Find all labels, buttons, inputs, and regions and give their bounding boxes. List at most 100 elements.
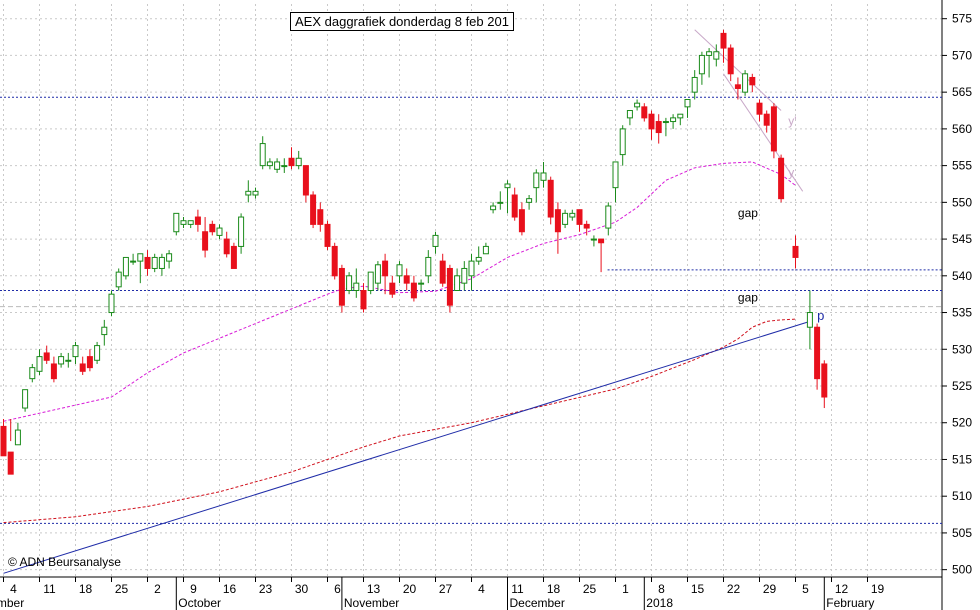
candle-body bbox=[403, 275, 410, 284]
x-tick-label: 22 bbox=[727, 582, 741, 596]
candle-body bbox=[360, 290, 367, 310]
y-tick-label: 530 bbox=[952, 342, 972, 356]
candle-body bbox=[238, 216, 245, 247]
candle-body bbox=[252, 190, 259, 196]
x-tick-label: 4 bbox=[10, 582, 17, 596]
candle-body bbox=[554, 209, 561, 233]
x-tick-label: 25 bbox=[583, 582, 597, 596]
candle-body bbox=[706, 51, 713, 56]
candle-body bbox=[310, 194, 317, 225]
candle-body bbox=[223, 238, 230, 255]
candle-body bbox=[353, 282, 360, 291]
candle-body bbox=[382, 260, 389, 277]
candle-body bbox=[130, 260, 137, 263]
month-label: December bbox=[510, 596, 565, 610]
candle-body bbox=[187, 220, 194, 225]
ma-long-line bbox=[3, 318, 796, 524]
x-tick-label: 2 bbox=[154, 582, 161, 596]
candle-body bbox=[490, 205, 497, 211]
candle-body bbox=[410, 282, 417, 299]
candle-body bbox=[727, 47, 734, 75]
candle-body bbox=[814, 326, 821, 380]
x-tick-label: 12 bbox=[835, 582, 849, 596]
candle-body bbox=[281, 165, 288, 168]
candle-body bbox=[115, 271, 122, 288]
month-label: November bbox=[344, 596, 399, 610]
candle-body bbox=[36, 356, 43, 372]
y-tick-label: 575 bbox=[952, 12, 972, 26]
month-label: 2018 bbox=[646, 596, 673, 610]
candle-body bbox=[144, 256, 151, 269]
candle-body bbox=[317, 209, 324, 225]
y-tick-label: 505 bbox=[952, 526, 972, 540]
candle-body bbox=[684, 99, 691, 108]
candle-body bbox=[698, 54, 705, 75]
candle-body bbox=[94, 345, 101, 361]
candle-body bbox=[425, 256, 432, 277]
candle-body bbox=[677, 113, 684, 119]
candle-body bbox=[58, 356, 65, 365]
candle-body bbox=[806, 312, 813, 328]
y-tick-label: 540 bbox=[952, 269, 972, 283]
candle-body bbox=[22, 389, 29, 409]
candle-body bbox=[194, 216, 201, 225]
candle-body bbox=[65, 359, 72, 362]
annotation-p: p bbox=[817, 308, 824, 323]
candle-body bbox=[50, 363, 57, 380]
chart-title: AEX daggrafiek donderdag 8 feb 201 bbox=[290, 12, 514, 31]
candle-body bbox=[180, 220, 187, 225]
candle-body bbox=[29, 367, 36, 380]
candle-body bbox=[295, 157, 302, 167]
upper-channel-line bbox=[694, 29, 782, 111]
x-tick-label: 1 bbox=[622, 582, 629, 596]
candle-body bbox=[446, 267, 453, 306]
x-tick-label: 27 bbox=[439, 582, 453, 596]
candle-body bbox=[468, 260, 475, 277]
candle-body bbox=[547, 179, 554, 218]
ma-short-line bbox=[3, 161, 796, 422]
candle-body bbox=[43, 352, 50, 361]
y-tick-label: 520 bbox=[952, 416, 972, 430]
candle-body bbox=[14, 429, 21, 446]
candle-body bbox=[605, 205, 612, 229]
y-tick-label: 560 bbox=[952, 122, 972, 136]
candle-body bbox=[756, 102, 763, 115]
candle-body bbox=[266, 161, 273, 167]
x-tick-label: 20 bbox=[403, 582, 417, 596]
candle-body bbox=[230, 245, 237, 269]
candle-body bbox=[475, 256, 482, 262]
annotation-y-prime: y' bbox=[788, 114, 796, 128]
candle-body bbox=[626, 110, 633, 119]
candle-body bbox=[612, 161, 619, 189]
candle-body bbox=[274, 161, 281, 170]
month-label: February bbox=[826, 596, 874, 610]
candle-body bbox=[259, 143, 266, 167]
candle-body bbox=[526, 198, 533, 203]
x-tick-label: 19 bbox=[871, 582, 885, 596]
candle-body bbox=[821, 363, 828, 398]
candle-body bbox=[389, 282, 396, 295]
candle-body bbox=[331, 245, 338, 277]
candle-body bbox=[151, 256, 158, 269]
candle-body bbox=[720, 32, 727, 49]
candle-body bbox=[691, 76, 698, 93]
candle-body bbox=[770, 106, 777, 152]
y-tick-label: 555 bbox=[952, 159, 972, 173]
candle-body bbox=[540, 172, 547, 181]
candle-body bbox=[79, 363, 86, 372]
candle-body bbox=[396, 264, 403, 277]
candle-body bbox=[511, 194, 518, 218]
candle-body bbox=[518, 209, 525, 233]
candle-body bbox=[576, 209, 583, 225]
candle-body bbox=[497, 201, 504, 204]
y-tick-label: 500 bbox=[952, 563, 972, 577]
y-tick-label: 515 bbox=[952, 452, 972, 466]
candle-body bbox=[792, 245, 799, 258]
candle-body bbox=[202, 231, 209, 251]
candle-body bbox=[367, 271, 374, 291]
x-tick-label: 6 bbox=[334, 582, 341, 596]
candle-body bbox=[619, 128, 626, 156]
candle-body bbox=[7, 451, 14, 475]
candle-body bbox=[374, 264, 381, 284]
